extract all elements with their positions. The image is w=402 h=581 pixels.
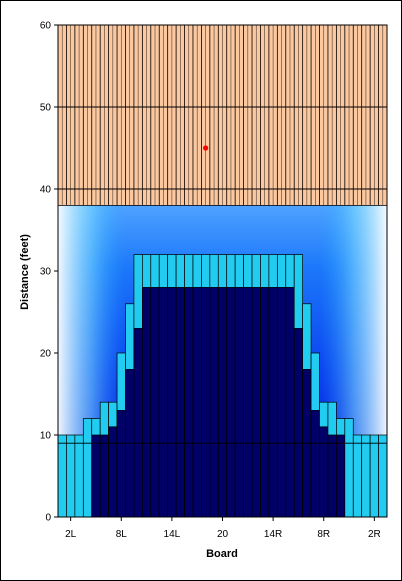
board-core-bar [108, 426, 118, 518]
board-core-bar [184, 287, 194, 518]
board-core-bar [192, 287, 202, 518]
y-tick-label: 10 [40, 431, 52, 442]
y-tick-label: 20 [40, 349, 52, 360]
board-step-bar [378, 434, 388, 518]
x-axis-label: Board [206, 548, 238, 560]
axes: 0 10 20 30 40 50 60 2L 8L 14L 20 14R 8R 2R [40, 21, 381, 541]
y-tick-label: 50 [40, 103, 52, 114]
board-step-bar [74, 434, 84, 518]
board-core-bar [209, 287, 219, 518]
board-core-bar [336, 434, 346, 518]
y-axis-label: Distance (feet) [19, 234, 31, 310]
board-core-bar [116, 410, 126, 518]
board-core-bar [226, 287, 236, 518]
board-core-bar [99, 434, 109, 518]
x-tick-label: 8L [116, 529, 128, 540]
x-tick-label: 2R [368, 529, 381, 540]
x-tick-label: 14L [164, 529, 181, 540]
board-step-bar [344, 418, 354, 518]
y-tick-label: 0 [45, 513, 51, 524]
board-step-bar [352, 434, 363, 518]
y-tick-label: 40 [40, 185, 52, 196]
x-tick-label: 14R [264, 529, 282, 540]
target-marker [203, 145, 209, 151]
board-core-bar [327, 434, 337, 518]
board-core-bar [175, 287, 185, 518]
plot-area [57, 24, 388, 518]
board-step-bar [82, 418, 93, 518]
x-tick-label: 8R [317, 529, 330, 540]
board-core-bar [319, 426, 329, 518]
board-step-bar [66, 434, 76, 518]
board-step-bar [369, 434, 379, 518]
board-core-bar [217, 287, 228, 518]
board-core-bar [158, 287, 169, 518]
board-core-bar [201, 287, 211, 518]
board-core-bar [91, 434, 101, 518]
board-core-bar [142, 287, 152, 518]
board-core-bar [150, 287, 160, 518]
y-tick-label: 30 [40, 267, 52, 278]
board-core-bar [285, 287, 295, 518]
board-step-bar [57, 434, 67, 518]
board-core-bar [310, 410, 320, 518]
board-step-bar [361, 434, 371, 518]
y-tick-label: 60 [40, 21, 52, 32]
board-core-bar [276, 287, 287, 518]
board-core-bar [251, 287, 261, 518]
board-core-bar [293, 328, 303, 518]
board-core-bar [167, 287, 177, 518]
x-tick-label: 20 [217, 529, 229, 540]
x-tick-label: 2L [65, 529, 77, 540]
board-core-bar [243, 287, 253, 518]
board-core-bar [133, 328, 143, 518]
board-core-bar [260, 287, 270, 518]
board-core-bar [268, 287, 278, 518]
board-core-bar [234, 287, 244, 518]
